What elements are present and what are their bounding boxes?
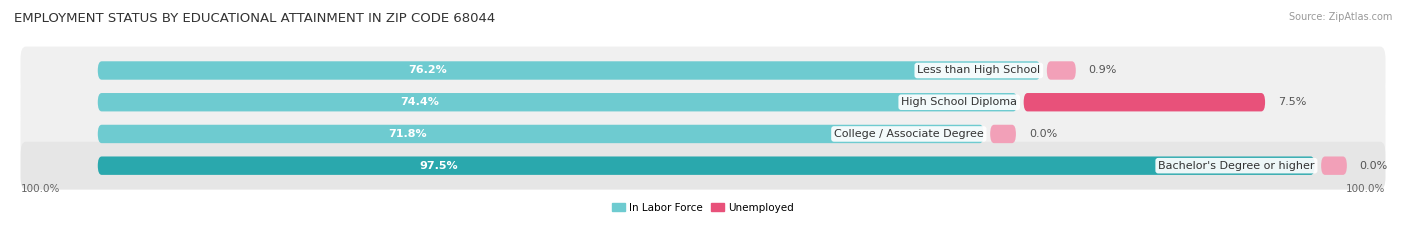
FancyBboxPatch shape [1322, 157, 1347, 175]
Text: Bachelor's Degree or higher: Bachelor's Degree or higher [1159, 161, 1315, 171]
FancyBboxPatch shape [990, 125, 1017, 143]
Text: 0.9%: 0.9% [1088, 65, 1116, 75]
Text: EMPLOYMENT STATUS BY EDUCATIONAL ATTAINMENT IN ZIP CODE 68044: EMPLOYMENT STATUS BY EDUCATIONAL ATTAINM… [14, 12, 495, 25]
Text: 71.8%: 71.8% [388, 129, 427, 139]
FancyBboxPatch shape [1047, 61, 1076, 80]
Text: 97.5%: 97.5% [419, 161, 458, 171]
Text: High School Diploma: High School Diploma [901, 97, 1017, 107]
FancyBboxPatch shape [1024, 93, 1265, 111]
Text: 100.0%: 100.0% [21, 184, 60, 194]
FancyBboxPatch shape [21, 78, 1385, 126]
Text: 0.0%: 0.0% [1360, 161, 1388, 171]
FancyBboxPatch shape [21, 110, 1385, 158]
FancyBboxPatch shape [98, 157, 1315, 175]
Text: 100.0%: 100.0% [1346, 184, 1385, 194]
Text: Less than High School: Less than High School [917, 65, 1040, 75]
FancyBboxPatch shape [98, 125, 984, 143]
Text: Source: ZipAtlas.com: Source: ZipAtlas.com [1288, 12, 1392, 22]
FancyBboxPatch shape [21, 47, 1385, 94]
FancyBboxPatch shape [98, 93, 1017, 111]
FancyBboxPatch shape [98, 61, 1040, 80]
Text: 7.5%: 7.5% [1278, 97, 1306, 107]
Text: 74.4%: 74.4% [401, 97, 439, 107]
Text: College / Associate Degree: College / Associate Degree [834, 129, 984, 139]
Text: 0.0%: 0.0% [1029, 129, 1057, 139]
Text: 76.2%: 76.2% [408, 65, 447, 75]
Legend: In Labor Force, Unemployed: In Labor Force, Unemployed [613, 203, 793, 213]
FancyBboxPatch shape [21, 142, 1385, 190]
